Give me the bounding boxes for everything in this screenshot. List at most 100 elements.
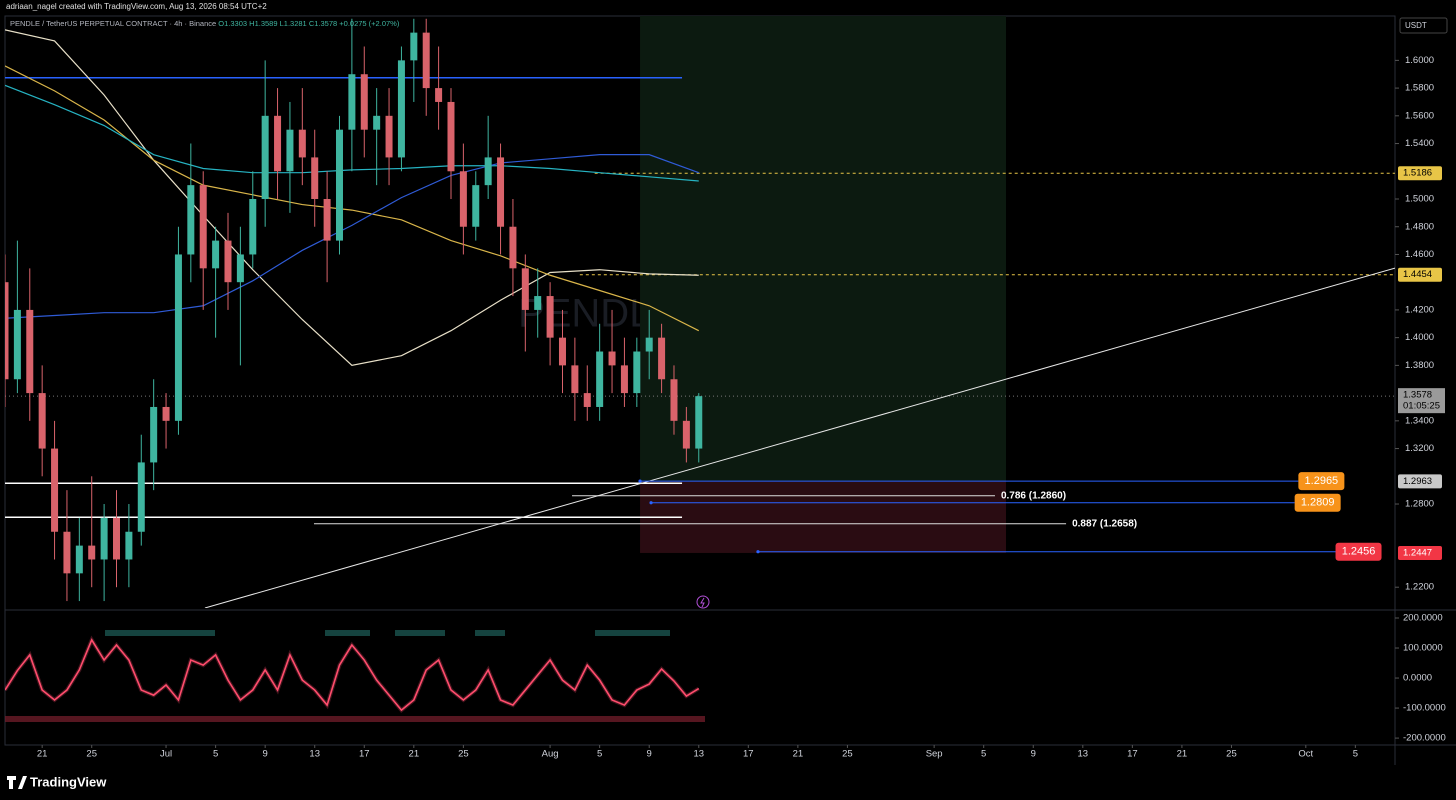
candle-body	[88, 545, 96, 560]
candle-body	[236, 254, 244, 283]
y-tick-label: 1.5800	[1405, 83, 1434, 94]
x-tick-label: Aug	[542, 749, 559, 760]
x-tick-label: 21	[1177, 749, 1188, 760]
current-price-tag	[1398, 388, 1445, 414]
x-tick-label: 25	[86, 749, 97, 760]
price-pane: 0.786 (1.2860) 0.887 (1.2658)	[5, 16, 1395, 608]
order-tag	[1294, 493, 1341, 512]
candle-body	[100, 517, 108, 560]
candle-body	[150, 406, 158, 463]
candle-body	[286, 129, 294, 172]
currency-button[interactable]	[1399, 17, 1448, 34]
candle-body	[633, 351, 641, 394]
y-tick-label: 1.4800	[1405, 221, 1434, 232]
ribbon	[105, 630, 215, 636]
candle-body	[447, 101, 455, 172]
candle-body	[670, 379, 678, 421]
symbol-title: PENDLE / TetherUS PERPETUAL CONTRACT · 4…	[10, 19, 216, 28]
y-tick-label: 1.4600	[1405, 249, 1434, 260]
candle-body	[199, 185, 207, 269]
alert-icon[interactable]	[696, 595, 710, 609]
symbol-legend: PENDLE / TetherUS PERPETUAL CONTRACT · 4…	[10, 19, 400, 28]
candle-body	[422, 32, 430, 89]
x-tick-label: Jul	[160, 749, 172, 760]
position-stop-zone	[640, 481, 1006, 553]
candle-body	[608, 351, 616, 366]
moving-average	[5, 29, 699, 367]
fib-label: 0.887 (1.2658)	[1072, 518, 1137, 529]
fib-label: 0.786 (1.2860)	[1001, 490, 1066, 501]
y-tick-label: 1.4000	[1405, 332, 1434, 343]
x-tick-label: 25	[458, 749, 469, 760]
osc-y-tick-label: -200.0000	[1403, 733, 1446, 744]
y-tick-label: 1.3400	[1405, 415, 1434, 426]
y-tick-label: 1.4200	[1405, 304, 1434, 315]
candle-body	[63, 531, 71, 574]
candle-body	[38, 393, 46, 449]
candle-body	[348, 74, 356, 130]
x-tick-label: Sep	[926, 749, 943, 760]
ribbon	[395, 630, 445, 636]
candle-body	[298, 129, 306, 158]
osc-y-tick-label: 100.0000	[1403, 643, 1443, 654]
y-tick-label: 1.6000	[1405, 55, 1434, 66]
ohlc-change: +0.0275 (+2.07%)	[339, 19, 400, 28]
candle-body	[397, 60, 405, 158]
candle-body	[51, 448, 59, 532]
order-tag-label: 1.2809	[1301, 497, 1335, 509]
osc-y-tick-label: 200.0000	[1403, 613, 1443, 624]
x-tick-label: Oct	[1298, 749, 1313, 760]
y-tick-label: 1.5400	[1405, 138, 1434, 149]
candle-body	[373, 115, 381, 130]
order-line-anchor	[756, 550, 760, 554]
x-tick-label: 13	[693, 749, 704, 760]
currency: USDT	[1405, 21, 1427, 30]
position-tag-label: 1.2963	[1403, 476, 1432, 487]
alert-icon-bolt	[700, 597, 705, 608]
x-tick-label: 5	[597, 749, 602, 760]
alert-tag	[1398, 166, 1442, 181]
x-tick-label: 13	[309, 749, 320, 760]
y-tick-label: 1.2800	[1405, 499, 1434, 510]
credit: adriaan_nagel created with TradingView.c…	[6, 2, 267, 11]
countdown-label: 01:05:25	[1403, 401, 1440, 412]
candle-body	[497, 157, 505, 227]
candle-body	[335, 129, 343, 241]
x-tick-label: 21	[793, 749, 804, 760]
candle-body	[571, 365, 579, 394]
brand-logo	[7, 776, 27, 789]
candle-body	[174, 254, 182, 421]
order-line-anchor	[649, 501, 653, 505]
candle-body	[546, 296, 554, 338]
ribbon	[595, 630, 670, 636]
candle-body	[583, 393, 591, 407]
x-tick-label: 17	[359, 749, 370, 760]
x-tick-label: 25	[1226, 749, 1237, 760]
oscillator-line	[5, 638, 700, 712]
ribbon	[325, 630, 370, 636]
order-line-anchor	[638, 479, 642, 483]
candle-body	[459, 171, 467, 227]
x-tick-label: 25	[842, 749, 853, 760]
candle-body	[658, 337, 666, 380]
position-target-zone	[640, 16, 1006, 482]
footer: TradingView	[7, 774, 107, 789]
alert-tag-label: 1.5186	[1403, 168, 1432, 179]
y-tick-label: 1.5000	[1405, 194, 1434, 205]
position-tag	[1398, 545, 1442, 560]
ohlc-close: C1.3578	[309, 19, 337, 28]
candle-body	[13, 309, 21, 380]
candle-body	[558, 337, 566, 366]
x-tick-label: 5	[981, 749, 986, 760]
alert-tag-label: 1.4454	[1403, 269, 1432, 280]
x-tick-label: 9	[263, 749, 268, 760]
candle-body	[137, 462, 145, 532]
candle-body	[274, 115, 282, 172]
ohlc-high: H1.3589	[249, 19, 277, 28]
x-tick-label: 17	[1127, 749, 1138, 760]
osc-y-tick-label: -100.0000	[1403, 703, 1446, 714]
x-tick-label: 17	[743, 749, 754, 760]
order-tag-label: 1.2456	[1342, 546, 1376, 558]
candle-body	[435, 88, 443, 102]
